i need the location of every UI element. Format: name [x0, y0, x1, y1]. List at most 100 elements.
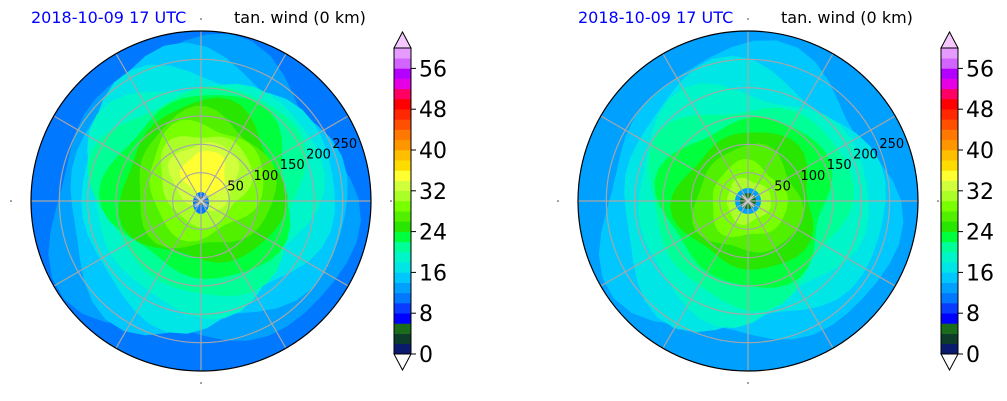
outer-tick	[390, 200, 392, 202]
colorbar-segment	[394, 58, 411, 69]
colorbar-segment	[394, 303, 411, 314]
range-ring-label: 100	[254, 169, 279, 184]
spoke	[115, 53, 202, 202]
colorbar-tick-label: 0	[419, 343, 433, 368]
colorbar-tick-label: 32	[419, 180, 447, 205]
colorbar-tick-label: 0	[966, 343, 980, 368]
colorbar-extend-min	[940, 353, 959, 372]
colorbar-segment	[941, 313, 958, 324]
range-ring-label: 250	[879, 137, 904, 152]
colorbar-tick-label: 32	[966, 180, 994, 205]
colorbar-tick-label: 56	[966, 57, 994, 82]
spoke	[53, 115, 202, 202]
colorbar-tick-label: 16	[966, 261, 994, 286]
plot-boundary	[30, 30, 372, 372]
colorbar-segment	[941, 272, 958, 283]
colorbar-segment	[941, 129, 958, 141]
colorbar-segment	[394, 88, 411, 100]
spoke	[747, 53, 834, 202]
range-ring-label: 50	[774, 179, 791, 194]
spoke	[115, 200, 202, 349]
spoke	[747, 200, 896, 287]
colorbar-segment	[394, 201, 411, 212]
range-ring-label: 250	[332, 137, 357, 152]
colorbar-segment	[394, 313, 411, 324]
colorbar-segment	[941, 48, 958, 59]
time-label-right: 2018-10-09 17 UTC	[578, 8, 734, 27]
colorbar-segment	[394, 282, 411, 294]
colorbar-extend-max	[393, 30, 412, 49]
colorbar-segment	[394, 333, 411, 345]
colorbar-segment	[941, 150, 958, 161]
colorbar-segment	[941, 241, 958, 253]
colorbar-frame	[940, 47, 959, 355]
variable-label-right: tan. wind (0 km)	[781, 8, 913, 27]
spoke	[662, 200, 749, 349]
colorbar-segment	[941, 139, 958, 151]
colorbar-extend-max	[940, 30, 959, 49]
colorbar-segment	[941, 99, 958, 110]
colorbar-segment	[941, 252, 958, 263]
colorbar-segment	[394, 139, 411, 151]
colorbar-segment	[941, 109, 958, 120]
colorbar-segment	[941, 88, 958, 100]
range-ring-label: 100	[801, 169, 826, 184]
time-label-left: 2018-10-09 17 UTC	[31, 8, 187, 27]
colorbar-segment	[394, 129, 411, 141]
colorbar-tick-label: 48	[419, 98, 447, 123]
colorbar-segment	[941, 231, 958, 243]
colorbar-segment	[941, 262, 958, 273]
colorbar-segment	[394, 241, 411, 253]
range-ring-label: 150	[280, 158, 305, 173]
panel-right: 2018-10-09 17 UTC tan. wind (0 km) 50 100…	[547, 0, 1007, 401]
colorbar-segment	[941, 170, 958, 181]
spoke	[747, 200, 834, 349]
colorbar-segment	[394, 78, 411, 90]
colorbar-segment	[941, 119, 958, 130]
colorbar-segment	[941, 282, 958, 294]
spoke	[200, 200, 349, 287]
colorbar-segment	[394, 190, 411, 202]
colorbar-segment	[394, 150, 411, 161]
colorbar-segment	[941, 211, 958, 222]
colorbar-tick-label: 8	[966, 302, 980, 327]
range-ring-label: 200	[853, 148, 878, 163]
outer-tick	[10, 200, 12, 202]
colorbar-tick-label: 56	[419, 57, 447, 82]
colorbar-extend-min	[393, 353, 412, 372]
colorbar-segment	[394, 109, 411, 120]
colorbar-segment	[941, 78, 958, 90]
spoke	[600, 200, 749, 287]
colorbar-segment	[394, 262, 411, 273]
colorbar-segment	[941, 201, 958, 212]
spoke	[200, 200, 287, 349]
colorbar-left: 0 8 16 24 32 40 48 56	[393, 30, 447, 372]
colorbar-segment	[941, 333, 958, 345]
outer-tick	[200, 382, 202, 384]
colorbar-segment	[394, 160, 411, 171]
colorbar-segment	[941, 180, 958, 192]
colorbar-segment	[941, 303, 958, 314]
colorbar-segment	[394, 68, 411, 79]
colorbar-tick-label: 48	[966, 98, 994, 123]
outer-tick	[747, 18, 749, 20]
colorbar-segment	[941, 323, 958, 334]
colorbar-segment	[394, 292, 411, 304]
spoke	[747, 115, 896, 202]
colorbar-segment	[394, 48, 411, 59]
variable-label-left: tan. wind (0 km)	[234, 8, 366, 27]
colorbar-segment	[941, 190, 958, 202]
colorbar-tick-label: 8	[419, 302, 433, 327]
colorbar-segment	[941, 221, 958, 232]
outer-tick	[937, 200, 939, 202]
colorbar-segment	[394, 343, 411, 355]
colorbar-segment	[394, 180, 411, 192]
colorbar-segment	[941, 343, 958, 355]
range-ring-label: 150	[827, 158, 852, 173]
spoke	[600, 115, 749, 202]
colorbar-tick-label: 40	[966, 139, 994, 164]
colorbar-segment	[394, 221, 411, 232]
colorbar-right: 0 8 16 24 32 40 48 56	[940, 30, 994, 372]
